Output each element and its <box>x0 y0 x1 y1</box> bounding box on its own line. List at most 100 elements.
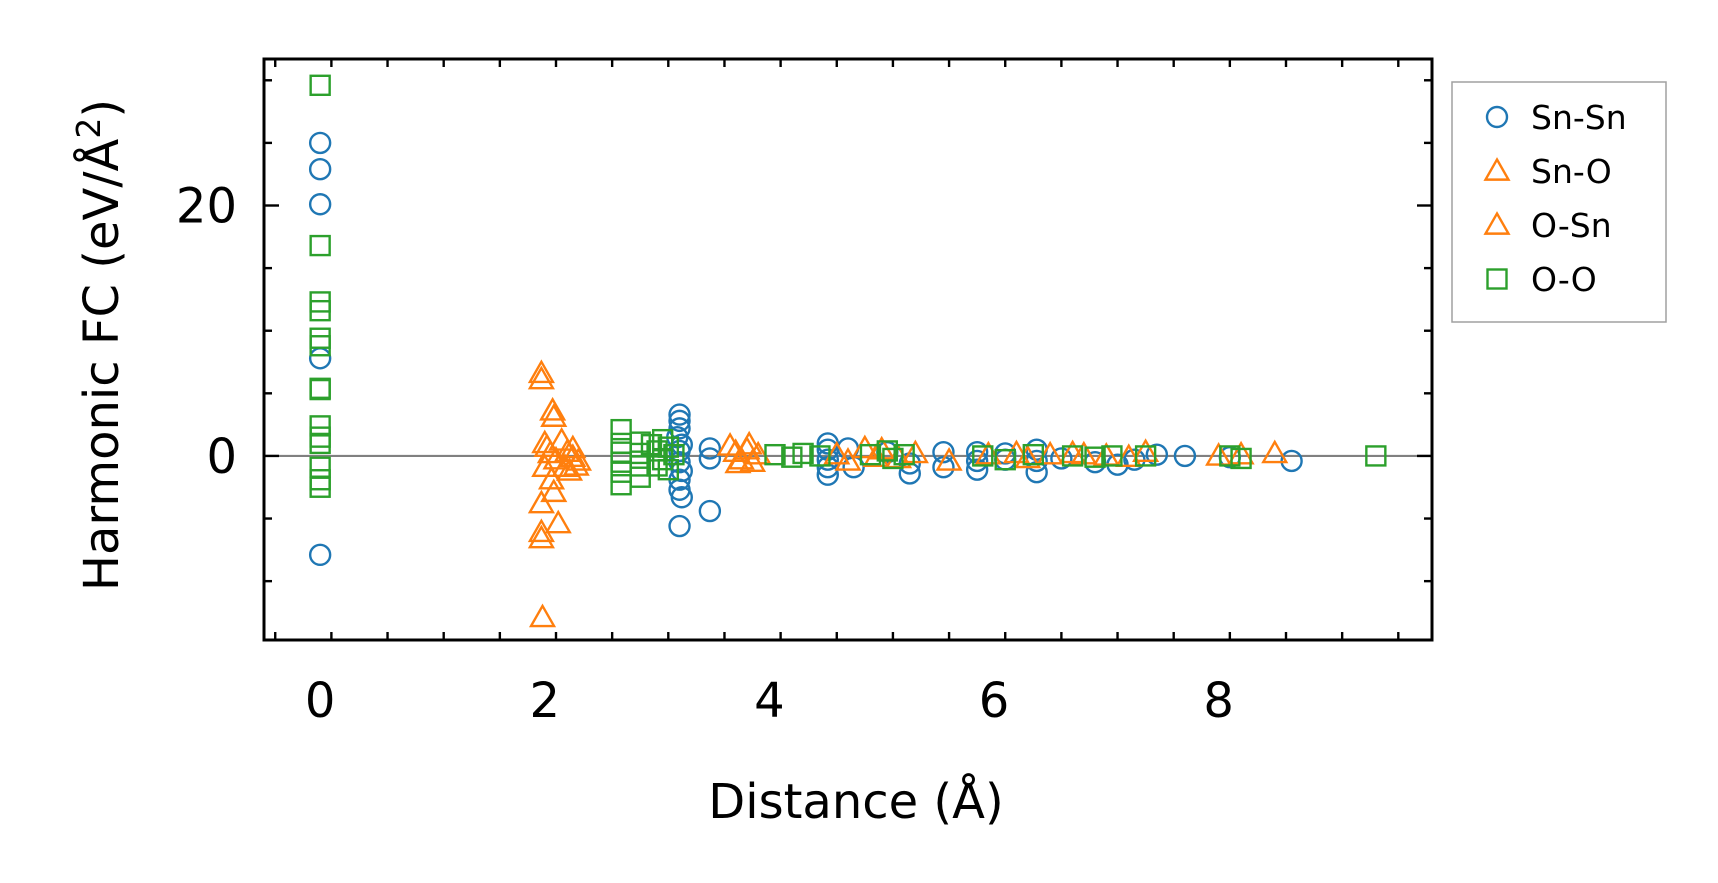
data-point <box>308 157 332 181</box>
x-axis-label: Distance (Å) <box>708 773 1003 830</box>
data-point <box>764 443 786 466</box>
data-point <box>533 433 561 457</box>
data-point <box>308 131 332 155</box>
data-point <box>528 603 557 628</box>
legend-label: Sn-O <box>1531 152 1612 191</box>
data-point <box>1002 439 1031 464</box>
legend-entry: Sn-Sn <box>1485 98 1627 137</box>
data-point <box>629 466 651 488</box>
data-point <box>823 440 851 465</box>
legend-marker-circle <box>1485 105 1509 129</box>
data-point <box>698 437 722 460</box>
data-point <box>309 432 331 455</box>
data-point <box>1365 445 1387 467</box>
data-point <box>640 433 663 456</box>
data-point <box>540 403 568 427</box>
data-point <box>1132 438 1160 463</box>
data-point <box>540 478 568 503</box>
legend-label: O-Sn <box>1531 206 1612 245</box>
data-point <box>309 378 331 401</box>
data-point <box>1061 445 1084 467</box>
data-point <box>531 453 559 478</box>
data-point <box>559 443 587 468</box>
data-point <box>893 443 915 466</box>
legend-entry: O-Sn <box>1483 206 1612 245</box>
data-point <box>972 445 994 467</box>
data-point <box>668 514 691 538</box>
data-point <box>1115 443 1143 468</box>
x-tick-label: 4 <box>754 673 785 729</box>
legend-label: Sn-Sn <box>1531 98 1627 137</box>
data-point <box>1134 445 1157 467</box>
data-point <box>657 459 680 481</box>
data-point <box>1261 439 1289 464</box>
data-point <box>646 455 668 477</box>
data-point <box>834 447 862 471</box>
y-tick-label: 0 <box>206 429 237 485</box>
data-point <box>698 447 722 470</box>
data-point <box>1145 443 1169 466</box>
data-point <box>1173 444 1197 468</box>
y-tick-label: 20 <box>176 179 237 235</box>
data-point <box>851 434 879 459</box>
x-tick-label: 2 <box>529 673 560 729</box>
data-point <box>610 418 632 441</box>
data-point <box>668 409 691 433</box>
data-point <box>309 74 331 96</box>
data-point <box>901 439 929 464</box>
data-point <box>1084 446 1106 468</box>
data-point <box>1059 439 1087 464</box>
data-point <box>792 442 814 465</box>
series-o-o <box>309 74 1387 498</box>
data-point <box>698 499 722 523</box>
data-point <box>670 486 693 509</box>
data-point <box>716 431 744 456</box>
x-tick-label: 8 <box>1203 673 1234 729</box>
data-point <box>1230 447 1252 470</box>
data-point <box>309 335 331 357</box>
legend-entry: O-O <box>1486 260 1597 299</box>
data-point <box>974 440 1002 465</box>
data-point <box>809 445 831 467</box>
data-point <box>555 457 584 481</box>
data-point <box>1227 440 1255 465</box>
data-point <box>876 440 899 462</box>
data-point <box>994 448 1016 471</box>
data-point <box>965 449 989 473</box>
series-o-sn <box>533 430 1255 478</box>
plot-frame <box>262 57 1434 642</box>
data-point <box>935 447 963 471</box>
y-axis-label: Harmonic FC (eV/Å2) <box>69 99 130 591</box>
data-point <box>1101 445 1123 467</box>
legend-marker-triangle <box>1483 157 1511 181</box>
data-point <box>544 509 572 534</box>
data-point <box>965 458 989 481</box>
data-point <box>862 443 890 468</box>
data-point <box>1205 442 1233 466</box>
data-point <box>668 403 691 426</box>
data-point <box>539 396 567 421</box>
data-point <box>542 445 570 470</box>
data-point <box>309 415 331 437</box>
data-point <box>629 455 651 477</box>
x-tick-label: 0 <box>305 673 336 729</box>
data-point <box>1050 447 1073 470</box>
legend-marker-square <box>1486 268 1508 290</box>
data-point <box>527 359 555 384</box>
data-point <box>527 365 555 390</box>
data-point <box>1036 440 1064 465</box>
data-point <box>309 299 331 322</box>
data-point <box>668 450 691 474</box>
legend-marker-triangle <box>1483 211 1511 235</box>
data-markers <box>308 74 1387 628</box>
data-point <box>527 489 555 514</box>
data-point <box>309 234 331 257</box>
data-point <box>781 446 803 468</box>
tick-labels: 0 2 4 6 8 0 20 <box>176 179 1234 729</box>
legend-entry: Sn-O <box>1483 152 1612 191</box>
data-point <box>308 193 332 216</box>
data-point <box>816 448 839 471</box>
data-point <box>537 465 566 490</box>
x-tick-label: 6 <box>979 673 1010 729</box>
data-point <box>859 443 882 466</box>
